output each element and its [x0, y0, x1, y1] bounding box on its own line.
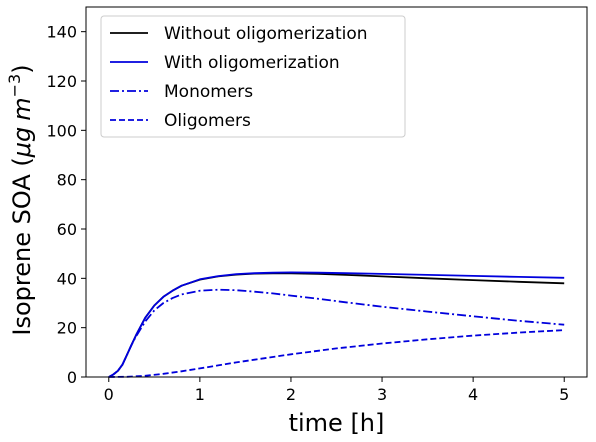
axes-frame — [85, 6, 588, 378]
series-line-4 — [108, 329, 565, 378]
y-tick-label: 60 — [57, 220, 77, 239]
y-tick-label: 0 — [67, 368, 77, 387]
y-tick-label: 140 — [46, 23, 77, 42]
x-tick-label: 2 — [286, 385, 296, 404]
x-tick-label: 5 — [559, 385, 569, 404]
x-tick-label: 1 — [195, 385, 205, 404]
series-line-3 — [108, 288, 565, 378]
legend-label: Monomers — [164, 82, 253, 102]
legend: Without oligomerization With oligomerizat… — [100, 15, 406, 138]
axis-ticks: 0 1 2 3 4 5 0 20 40 60 80 100 120 140 — [46, 23, 569, 404]
legend-label: With oligomerization — [164, 53, 340, 73]
legend-label: Without oligomerization — [164, 24, 368, 44]
legend-label: Oligomers — [164, 111, 251, 131]
y-axis-label: Isoprene SOA (μgm−3) — [5, 64, 36, 335]
y-tick-label: 20 — [57, 319, 77, 338]
x-tick-label: 3 — [377, 385, 387, 404]
x-axis-label: time [h] — [289, 409, 385, 437]
series-lines — [108, 271, 565, 378]
legend-box — [100, 15, 406, 138]
y-tick-label: 40 — [57, 269, 77, 288]
x-tick-label: 0 — [104, 385, 114, 404]
y-tick-label: 80 — [57, 171, 77, 190]
y-tick-label: 100 — [46, 121, 77, 140]
x-tick-label: 4 — [468, 385, 478, 404]
y-tick-label: 120 — [46, 72, 77, 91]
